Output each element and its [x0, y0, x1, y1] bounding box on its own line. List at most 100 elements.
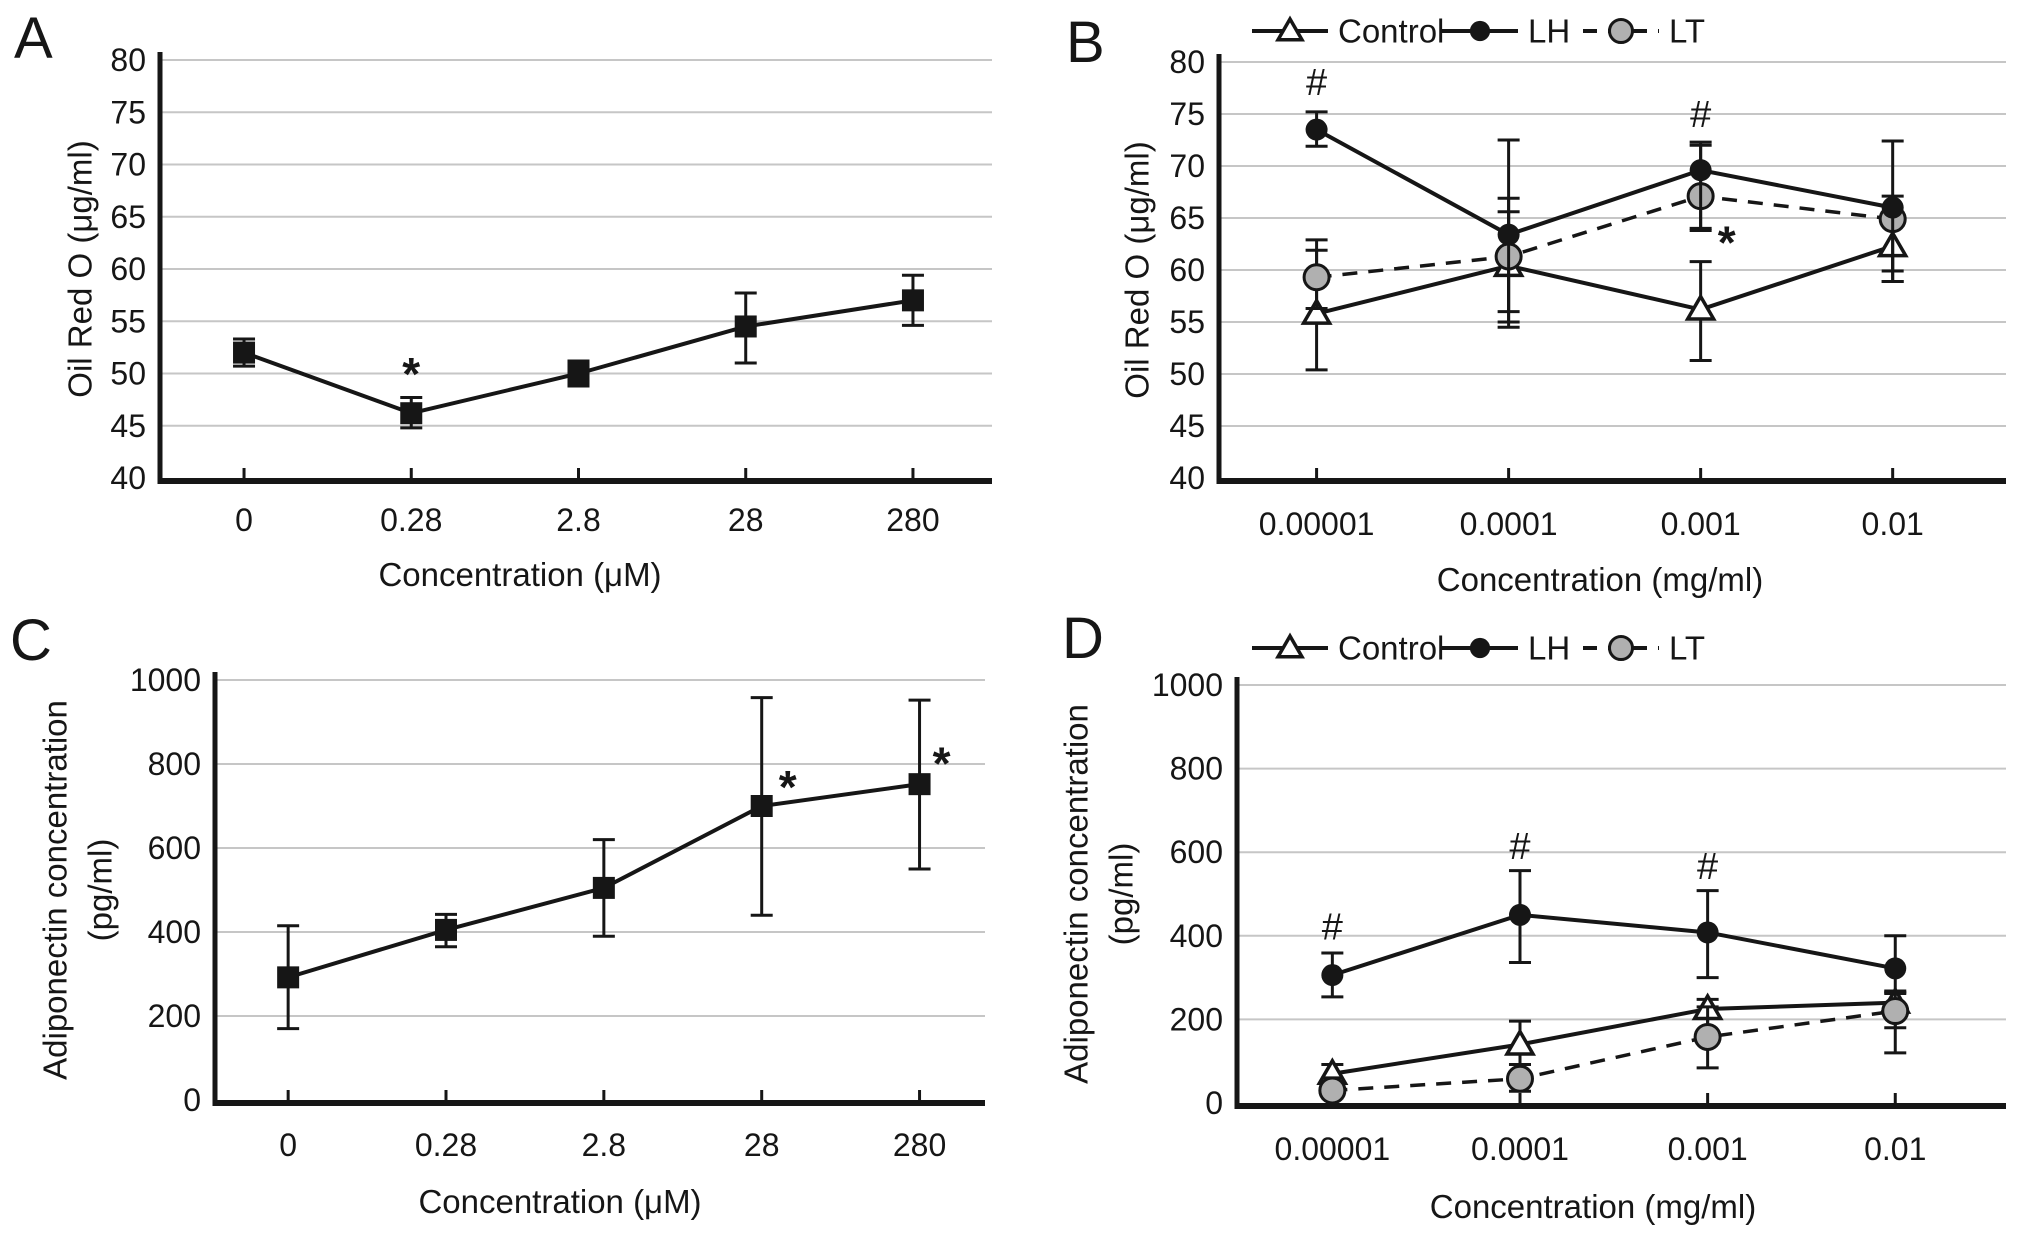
x-tick-label: 280	[893, 1127, 946, 1163]
y-tick-label: 55	[1169, 304, 1205, 340]
legend-item-control: Control	[1252, 630, 1444, 667]
y-tick-label: 0	[1205, 1085, 1223, 1121]
y-axis-title: Oil Red O (μg/ml)	[62, 140, 99, 397]
gray-circle-marker	[1693, 1022, 1722, 1051]
x-tick-label: 0.0001	[1460, 506, 1558, 542]
legend-item-lt: LT	[1583, 13, 1705, 50]
y-tick-label: 1000	[130, 662, 201, 698]
x-tick-label: 0.01	[1864, 1131, 1926, 1167]
series-control	[1316, 986, 1912, 1086]
error-bar	[1689, 140, 1712, 230]
series-line	[1332, 1009, 1896, 1093]
y-axis-title: Adiponectin concentration	[37, 700, 74, 1080]
panel-b-label: B	[1066, 10, 1105, 75]
y-tick-label: 1000	[1152, 667, 1223, 703]
panel-a-label: A	[14, 6, 53, 71]
y-tick-label: 65	[1169, 200, 1205, 236]
filled-circle-marker	[1321, 964, 1344, 987]
x-axis-title: Concentration (mg/ml)	[1437, 561, 1763, 598]
x-tick-label: 28	[728, 502, 764, 538]
x-axis-title: Concentration (mg/ml)	[1430, 1188, 1756, 1225]
y-tick-label: 55	[110, 303, 146, 339]
significance-annotation: #	[1690, 94, 1711, 136]
series-adiponectin	[277, 696, 931, 1031]
x-tick-label: 0.28	[380, 502, 442, 538]
significance-annotation: #	[1306, 62, 1327, 104]
series-line	[1316, 244, 1894, 316]
significance-annotation: *	[779, 761, 797, 813]
y-tick-label: 60	[110, 251, 146, 287]
y-tick-label: 45	[1169, 408, 1205, 444]
y-tick-label: 65	[110, 199, 146, 235]
filled-circle-marker	[1497, 223, 1520, 246]
x-tick-label: 2.8	[556, 502, 600, 538]
series-lh	[1321, 869, 1907, 999]
y-axis-title: (pg/ml)	[1103, 843, 1140, 946]
x-tick-label: 0.001	[1668, 1131, 1748, 1167]
x-tick-label: 2.8	[582, 1127, 626, 1163]
x-tick-label: 0.00001	[1275, 1131, 1391, 1167]
y-tick-label: 80	[110, 42, 146, 78]
y-tick-label: 70	[1169, 148, 1205, 184]
series-line	[1315, 127, 1894, 237]
significance-annotation: *	[933, 737, 951, 789]
series-lt	[1318, 989, 1910, 1105]
significance-annotation: *	[1718, 216, 1736, 268]
legend-label: Control	[1338, 630, 1444, 667]
x-tick-label: 0.28	[415, 1127, 477, 1163]
legend-label: Control	[1338, 13, 1444, 50]
gray-circle-marker	[1608, 18, 1634, 44]
square-marker	[233, 341, 256, 364]
open-triangle-marker	[1684, 293, 1717, 321]
square-marker	[750, 795, 773, 817]
y-axis-title: Adiponectin concentration	[1058, 704, 1095, 1084]
square-marker	[567, 362, 590, 385]
y-tick-label: 50	[110, 356, 146, 392]
filled-circle-marker	[1696, 921, 1719, 944]
y-axis-title: (pg/ml)	[82, 839, 119, 942]
filled-circle-marker	[1689, 159, 1712, 182]
y-tick-label: 0	[183, 1082, 201, 1118]
gray-circle-marker	[1505, 1064, 1534, 1093]
y-tick-label: 60	[1169, 252, 1205, 288]
y-tick-label: 45	[110, 408, 146, 444]
significance-annotation: #	[1509, 826, 1530, 868]
legend-label: LT	[1669, 13, 1705, 50]
y-tick-label: 40	[1169, 460, 1205, 496]
legend-label: LH	[1528, 630, 1570, 667]
filled-circle-marker	[1469, 20, 1491, 42]
series-control	[1300, 210, 1909, 372]
square-marker	[400, 402, 423, 425]
series-oil-red-o	[233, 273, 924, 430]
x-tick-label: 0	[279, 1127, 297, 1163]
panel-a-chart: 0 0.28 2.8 28 280 40 45 50 55 60 65 70 75 80 Concentra…	[62, 42, 992, 593]
series-line	[243, 298, 914, 416]
panel-c-chart: 0 0.28 2.8 28 280 0 200 400 600 800 1000 Concentrat…	[37, 662, 985, 1220]
y-tick-label: 70	[110, 147, 146, 183]
gray-circle-marker	[1881, 997, 1910, 1026]
y-tick-label: 800	[148, 746, 201, 782]
y-axis-title: Oil Red O (μg/ml)	[1119, 141, 1156, 398]
x-axis-title: Concentration (μM)	[418, 1183, 701, 1220]
open-triangle-marker	[1275, 632, 1305, 659]
square-marker	[908, 773, 931, 796]
series-line	[1331, 912, 1896, 977]
open-triangle-marker	[1300, 297, 1333, 325]
x-tick-label: 0.0001	[1471, 1131, 1569, 1167]
y-tick-label: 200	[148, 998, 201, 1034]
x-tick-label: 0	[235, 502, 253, 538]
legend-item-control: Control	[1252, 13, 1444, 50]
square-marker	[734, 315, 757, 338]
x-tick-label: 0.00001	[1259, 506, 1375, 542]
y-tick-label: 200	[1170, 1001, 1223, 1037]
x-axis-title: Concentration (μM)	[378, 556, 661, 593]
y-tick-label: 600	[148, 830, 201, 866]
square-marker	[277, 966, 300, 989]
square-marker	[592, 876, 615, 899]
panel-c-label: C	[10, 608, 52, 673]
open-triangle-marker	[1503, 1027, 1537, 1056]
filled-circle-marker	[1884, 957, 1907, 980]
square-marker	[435, 918, 457, 941]
square-marker	[901, 289, 924, 312]
filled-circle-marker	[1305, 118, 1328, 141]
